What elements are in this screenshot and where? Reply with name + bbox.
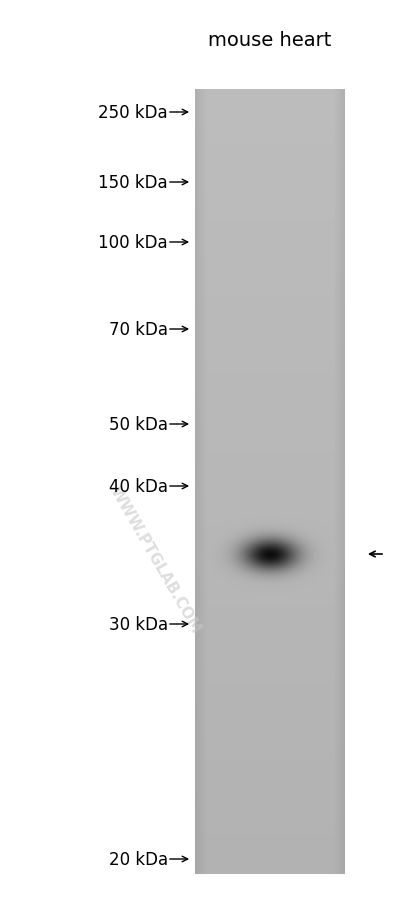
Text: 40 kDa: 40 kDa [109,477,168,495]
Text: mouse heart: mouse heart [208,31,332,50]
Text: WWW.PTGLAB.COM: WWW.PTGLAB.COM [107,483,203,635]
Text: 250 kDa: 250 kDa [98,104,168,122]
Text: 100 kDa: 100 kDa [98,234,168,252]
Text: 30 kDa: 30 kDa [109,615,168,633]
Text: 70 kDa: 70 kDa [109,320,168,338]
Text: 150 kDa: 150 kDa [98,174,168,192]
Text: 20 kDa: 20 kDa [109,850,168,868]
Text: 50 kDa: 50 kDa [109,416,168,434]
